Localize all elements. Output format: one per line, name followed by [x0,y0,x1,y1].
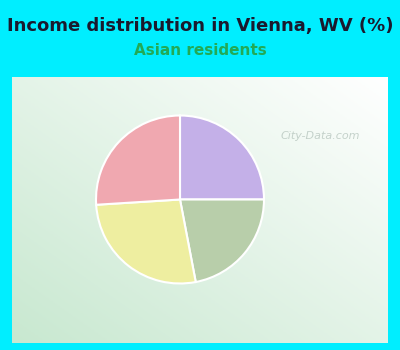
Text: Asian residents: Asian residents [134,43,266,58]
Bar [12,77,388,343]
Text: Income distribution in Vienna, WV (%): Income distribution in Vienna, WV (%) [7,17,393,35]
Text: $125k: $125k [62,271,117,314]
Text: City-Data.com: City-Data.com [280,131,360,140]
Wedge shape [96,199,196,284]
Wedge shape [96,116,180,205]
Wedge shape [180,116,264,199]
Text: $100k: $100k [252,96,312,136]
Text: > $200k: > $200k [259,257,330,293]
Wedge shape [180,199,264,282]
Text: $40k: $40k [48,99,105,138]
